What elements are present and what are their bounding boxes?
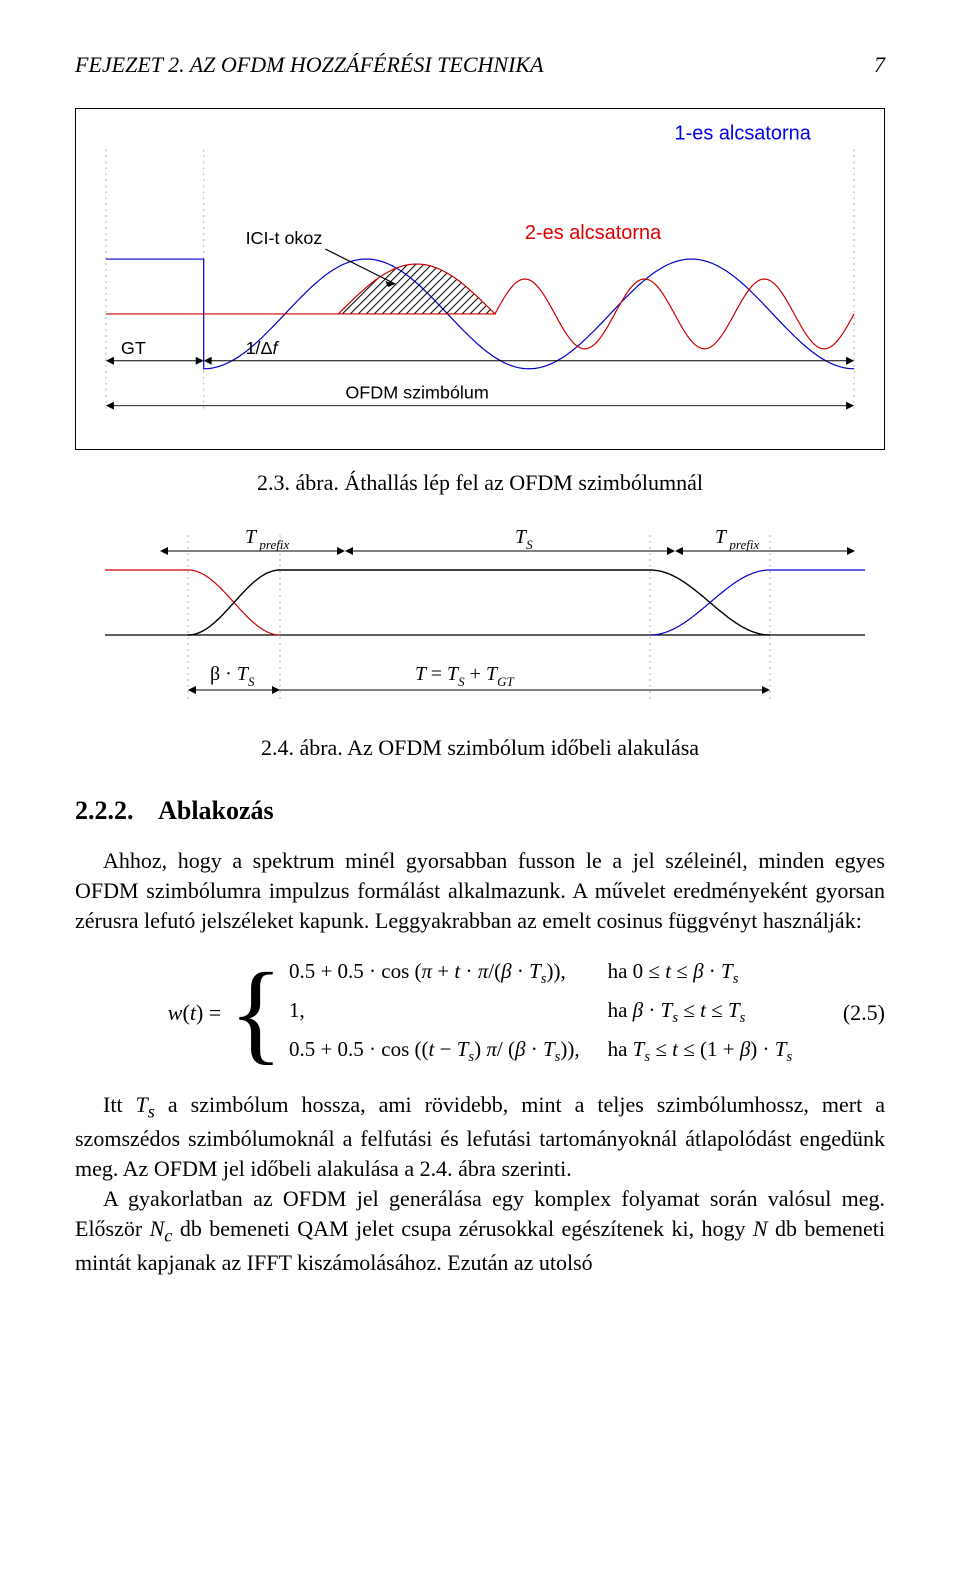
equation-2-5: w(t) = { 0.5 + 0.5 · cos (π + t · π/(β ·… — [75, 957, 885, 1068]
svg-text:GT: GT — [121, 338, 146, 358]
equation-case-cond: ha 0 ≤ t ≤ β · Ts — [608, 957, 793, 990]
figure-2-4-svg: T prefix TS T prefix β · TS T = TS + TGT — [75, 515, 885, 715]
svg-text:TS: TS — [515, 526, 533, 552]
figure-2-4-box: T prefix TS T prefix β · TS T = TS + TGT — [75, 515, 885, 715]
equation-case-cond: ha β · Ts ≤ t ≤ Ts — [608, 996, 793, 1029]
equation-case-expr: 0.5 + 0.5 · cos (π + t · π/(β · Ts)), — [289, 957, 580, 990]
equation-case-cond: ha Ts ≤ t ≤ (1 + β) · Ts — [608, 1035, 793, 1068]
figure-2-4-caption: 2.4. ábra. Az OFDM szimbólum időbeli ala… — [75, 733, 885, 763]
svg-text:OFDM szimbólum: OFDM szimbólum — [345, 382, 489, 402]
equation-case-expr: 1, — [289, 996, 580, 1029]
left-brace: { — [229, 974, 283, 1052]
figure-2-3-svg: 1-es alcsatorna 2-es alcsatorna ICI-t okoz… — [76, 109, 884, 449]
section-number: 2.2.2. — [75, 796, 134, 825]
figure-2-3-box: 1-es alcsatorna 2-es alcsatorna ICI-t okoz… — [75, 108, 885, 450]
svg-text:T = TS + TGT: T = TS + TGT — [415, 663, 514, 689]
equation-case-expr: 0.5 + 0.5 · cos ((t − Ts) π/ (β · Ts)), — [289, 1035, 580, 1068]
svg-text:ICI-t okoz: ICI-t okoz — [246, 228, 323, 248]
paragraph-2: Itt Ts a szimbólum hossza, ami rövidebb,… — [75, 1090, 885, 1184]
equation-cases-wrap: { 0.5 + 0.5 · cos (π + t · π/(β · Ts)), h… — [229, 957, 792, 1068]
equation-lhs: w(t) = — [168, 998, 221, 1028]
page-number: 7 — [874, 50, 885, 80]
svg-text:T prefix: T prefix — [245, 526, 289, 552]
svg-text:T prefix: T prefix — [715, 526, 759, 552]
svg-text:1/Δf: 1/Δf — [246, 338, 280, 358]
section-heading: 2.2.2. Ablakozás — [75, 793, 885, 828]
page-header: FEJEZET 2. AZ OFDM HOZZÁFÉRÉSI TECHNIKA … — [75, 50, 885, 80]
svg-text:1-es alcsatorna: 1-es alcsatorna — [675, 122, 812, 144]
figure-2-3-caption: 2.3. ábra. Áthallás lép fel az OFDM szim… — [75, 468, 885, 498]
svg-text:2-es alcsatorna: 2-es alcsatorna — [525, 222, 662, 244]
equation-number: (2.5) — [843, 998, 885, 1028]
paragraph-1: Ahhoz, hogy a spektrum minél gyorsabban … — [75, 846, 885, 935]
paragraph-3: A gyakorlatban az OFDM jel generálása eg… — [75, 1184, 885, 1278]
section-title: Ablakozás — [158, 796, 274, 825]
equation-cases: 0.5 + 0.5 · cos (π + t · π/(β · Ts)), ha … — [289, 957, 792, 1068]
svg-text:β · TS: β · TS — [210, 663, 255, 689]
chapter-title: FEJEZET 2. AZ OFDM HOZZÁFÉRÉSI TECHNIKA — [75, 50, 544, 80]
